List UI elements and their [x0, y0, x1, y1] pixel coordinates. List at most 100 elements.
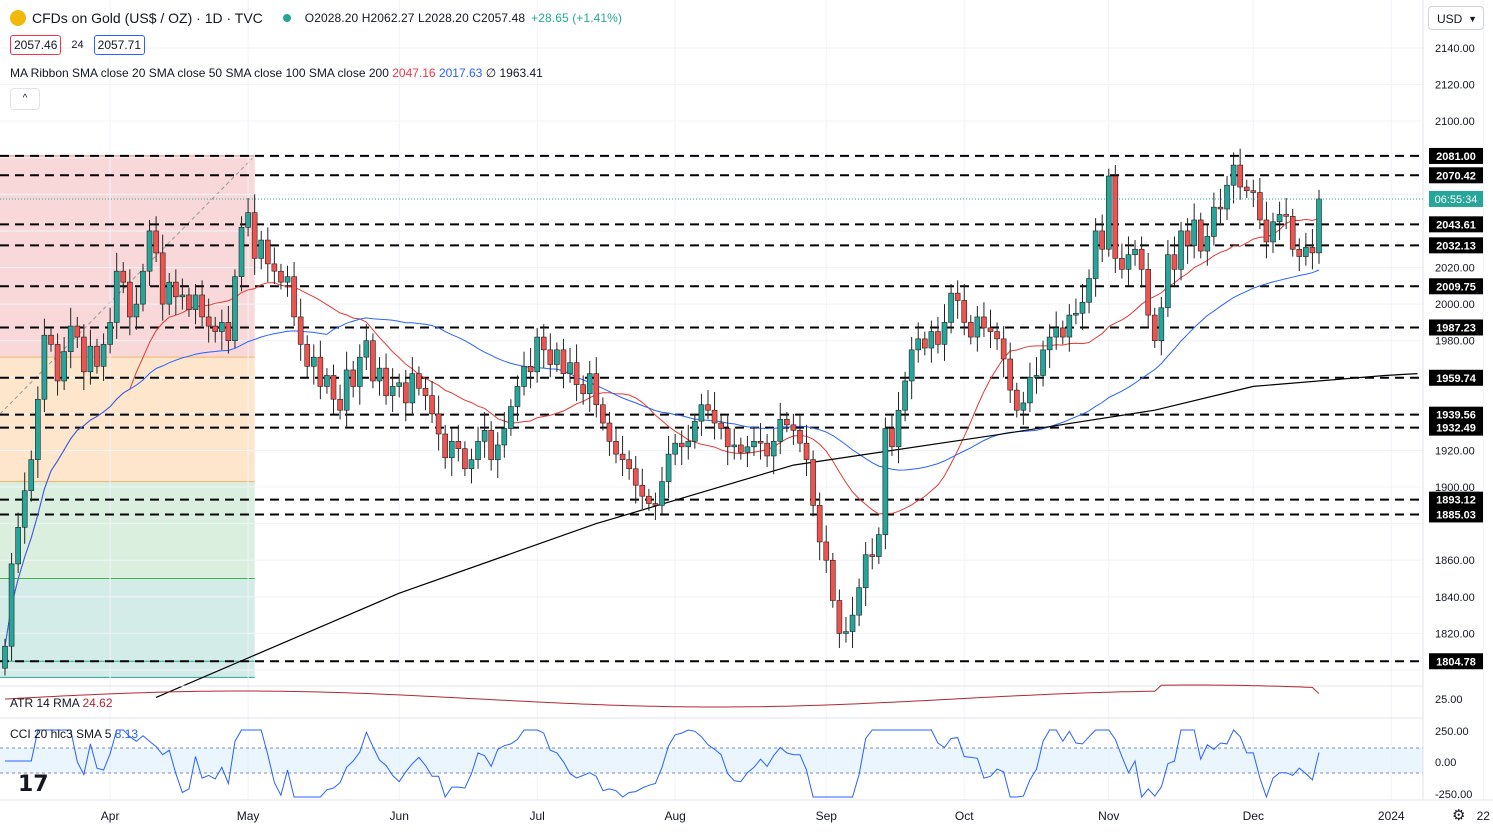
candle-body [895, 409, 902, 448]
level-label: 2009.75 [1436, 281, 1476, 293]
countdown-box [1429, 190, 1483, 207]
candle-body [455, 441, 462, 449]
candle-body [646, 495, 652, 504]
level-label-box [1429, 491, 1483, 508]
cci-band [0, 748, 1423, 773]
candle-body [1119, 258, 1125, 270]
market-open-status-icon [282, 14, 291, 22]
y-tick-label: 1840.00 [1435, 592, 1475, 604]
level-label: 2081.00 [1436, 151, 1476, 163]
candle-body [1013, 389, 1020, 411]
candle-body [127, 281, 133, 318]
candle-body [54, 344, 61, 382]
gear-icon[interactable]: ⚙ [1452, 807, 1466, 824]
candle-body [396, 382, 403, 387]
candle-body [823, 541, 830, 561]
countdown-label: 06:55:34 [1435, 194, 1478, 206]
candle-body [1191, 219, 1197, 246]
candle-body [994, 331, 1000, 340]
candle-body [889, 428, 895, 448]
cci-legend[interactable]: CCI 20 hlc3 SMA 5 8.13 [10, 727, 138, 741]
collapse-legend-button[interactable]: ^ [10, 88, 40, 110]
sma200-line [155, 373, 1418, 698]
candle-body [1250, 190, 1257, 193]
atr-legend[interactable]: ATR 14 RMA 24.62 [10, 696, 113, 710]
level-label-box [1429, 406, 1483, 423]
candle-body [100, 344, 107, 367]
level-label: 2032.13 [1436, 240, 1476, 252]
candle-body [540, 336, 547, 351]
sma50-line [4, 269, 1320, 647]
candle-body [1204, 236, 1211, 252]
buy-price-button[interactable]: 2057.71 [93, 35, 146, 55]
candle-body [1276, 214, 1283, 223]
candle-body [140, 270, 146, 305]
y-tick-label: 1860.00 [1435, 555, 1475, 567]
support-resistance-levels: 2081.00 2070.42 2043.61 2032.13 2009.75 1987.… [0, 147, 1483, 670]
candle-body [981, 316, 987, 329]
symbol-title[interactable]: CFDs on Gold (US$ / OZ) · 1D · TVC [32, 10, 263, 26]
candle-body [1283, 214, 1289, 217]
y-tick-label: 2000.00 [1435, 299, 1475, 311]
candle-body [757, 441, 764, 444]
candle-body [442, 433, 448, 459]
cci-value: 8.13 [114, 727, 139, 741]
candle-body [1086, 278, 1092, 303]
candle-body [560, 349, 567, 374]
currency-select[interactable]: USD ▼ [1428, 6, 1484, 30]
candle-body [678, 442, 685, 448]
candle-body [1145, 269, 1151, 316]
atr-value: 24.62 [82, 696, 113, 710]
level-label-box [1429, 319, 1483, 336]
candle-body [1007, 358, 1014, 391]
spread-value: 24 [71, 39, 84, 51]
candle-body [219, 322, 225, 332]
candle-body [15, 527, 21, 565]
candle-body [133, 303, 140, 318]
candle-body [448, 441, 455, 459]
candle-body [238, 226, 245, 277]
sell-price-button[interactable]: 2057.46 [10, 35, 62, 55]
candle-body [652, 503, 659, 506]
candle-body [1211, 206, 1217, 237]
candle-body [862, 554, 869, 588]
candle-body [967, 322, 974, 338]
candle-body [816, 505, 823, 543]
ma-ribbon-legend[interactable]: MA Ribbon SMA close 20 SMA close 50 SMA … [10, 66, 543, 80]
candle-body [764, 442, 770, 457]
candle-body [830, 559, 836, 601]
cci-axis-label: 0.00 [1435, 757, 1456, 769]
x-tick-label: Jul [529, 809, 544, 823]
candle-body [941, 322, 948, 345]
candle-body [1309, 247, 1316, 254]
candle-body [94, 345, 100, 367]
candle-body [324, 375, 330, 387]
chevron-up-icon: ^ [22, 93, 28, 104]
indicator-panes: 25.00 250.00 0.00 -250.00 [0, 684, 1472, 801]
candle-body [718, 422, 724, 429]
tradingview-logo-icon[interactable]: 17 [18, 772, 49, 797]
candle-body [166, 281, 173, 305]
candle-body [304, 344, 311, 367]
candle-body [1303, 247, 1309, 257]
candle-body [1020, 402, 1027, 411]
ohlc-values: O2028.20 H2062.27 L2028.20 C2057.48 [304, 11, 526, 25]
candle-body [521, 366, 527, 387]
y-tick-label: 2120.00 [1435, 80, 1475, 92]
candle-body [370, 340, 376, 382]
candle-body [1099, 230, 1105, 250]
candle-body [954, 292, 961, 301]
candle-body [573, 362, 580, 385]
candle-body [961, 300, 968, 323]
candle-body [1263, 219, 1270, 243]
candle-body [1027, 376, 1033, 404]
candle-body [297, 316, 304, 345]
candle-body [1178, 230, 1184, 270]
y-tick-label: 1900.00 [1435, 482, 1475, 494]
candle-body [882, 428, 889, 535]
fib-zone [0, 155, 255, 358]
candle-body [264, 239, 271, 265]
bid-ask-panel: 2057.46 24 2057.71 [10, 35, 146, 55]
candle-body [278, 270, 284, 283]
